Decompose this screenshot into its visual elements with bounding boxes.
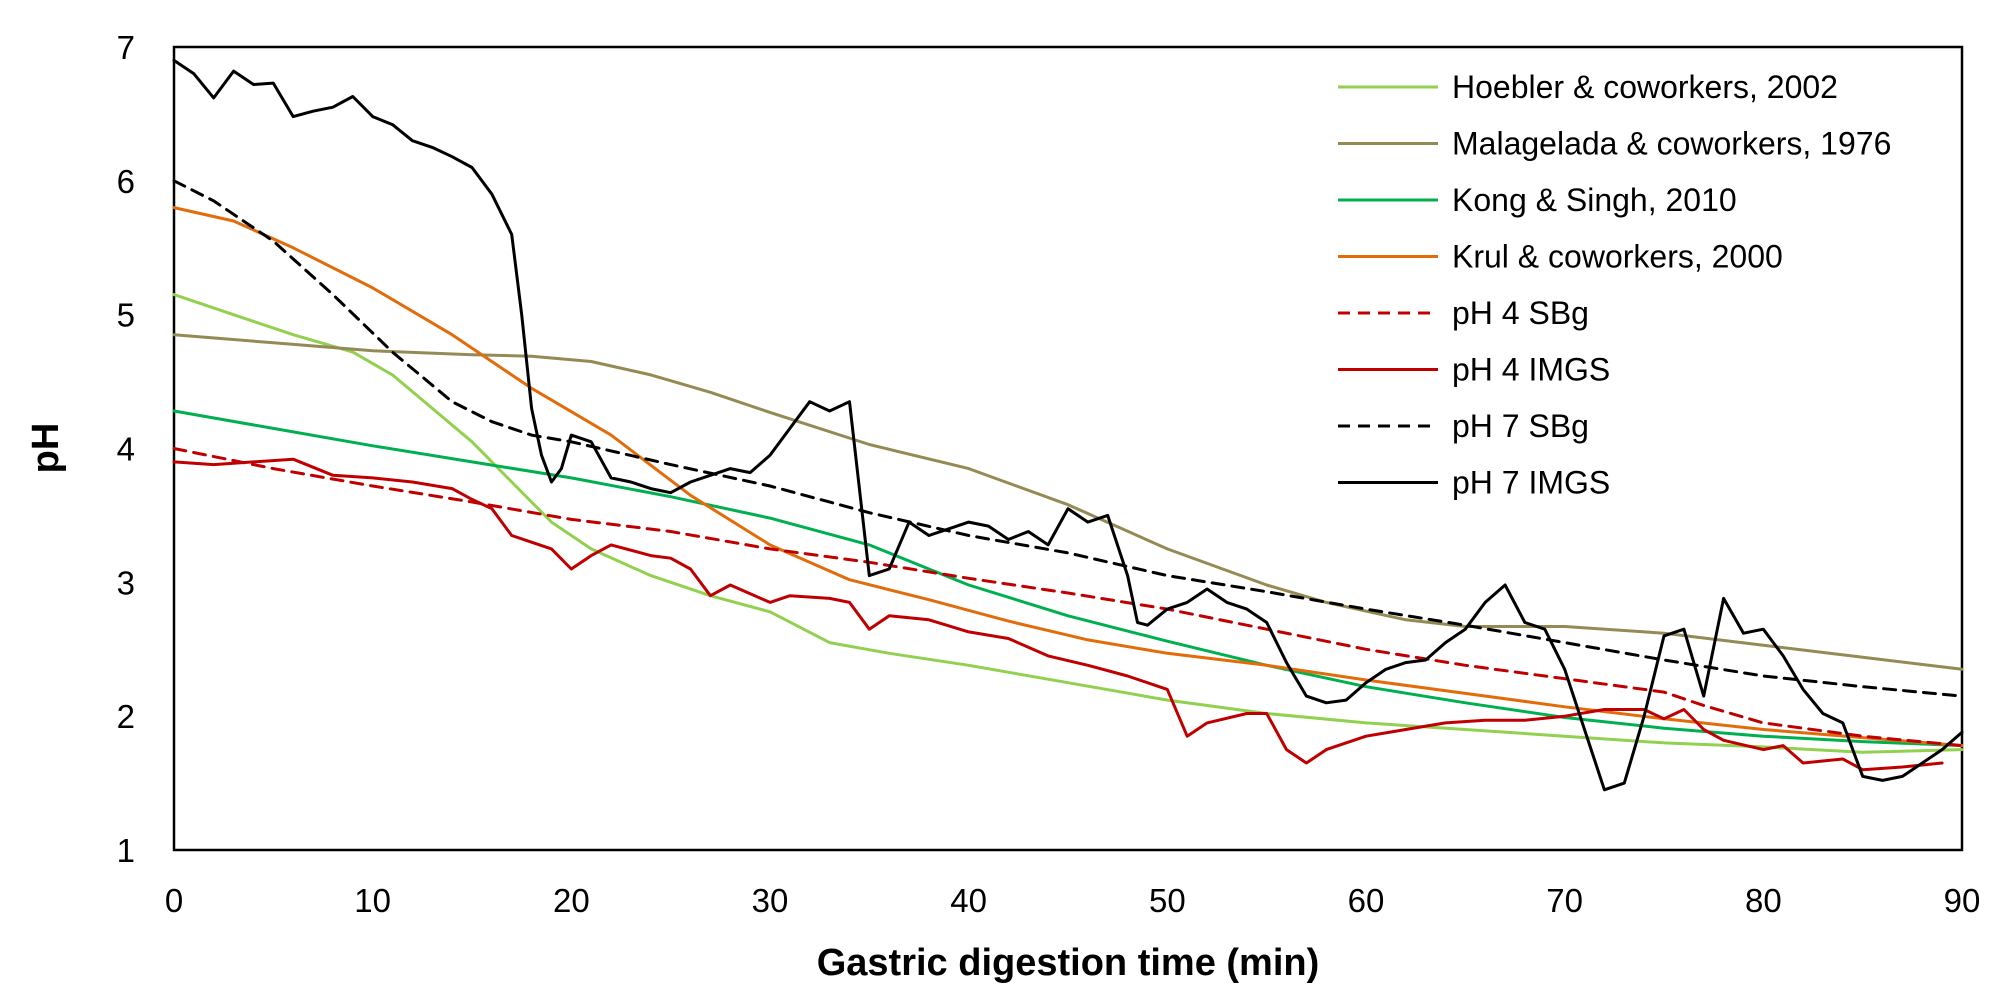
y-tick-label: 4 [117,431,135,468]
x-tick-label: 90 [1944,882,1981,919]
series-line-2 [172,333,1964,671]
series-line-4 [172,206,1964,748]
x-tick-label: 20 [553,882,590,919]
x-tick-label: 60 [1348,882,1385,919]
legend-label-4: Krul & coworkers, 2000 [1452,239,1783,275]
series-line-3 [172,409,1964,748]
series-layer [172,58,1964,792]
legend-label-6: pH 4 IMGS [1452,352,1610,388]
legend-label-3: Kong & Singh, 2010 [1452,182,1737,218]
legend-label-7: pH 7 SBg [1452,408,1589,444]
y-tick-label: 3 [117,564,135,601]
x-tick-label: 40 [950,882,987,919]
legend-label-8: pH 7 IMGS [1452,465,1610,501]
x-axis-title: Gastric digestion time (min) [817,942,1320,984]
legend-label-1: Hoebler & coworkers, 2002 [1452,69,1838,105]
y-tick-label: 2 [117,698,135,735]
legend-label-5: pH 4 SBg [1452,295,1589,331]
x-tick-label: 50 [1149,882,1186,919]
series-line-8 [172,58,1964,792]
x-tick-label: 70 [1546,882,1583,919]
y-tick-label: 6 [117,163,135,200]
tick-layer: 0 10 20 30 40 50 60 70 80 90 1 2 3 4 5 6 7 [117,29,1981,919]
series-line-7 [172,179,1964,698]
x-tick-label: 30 [752,882,789,919]
y-tick-label: 5 [117,297,135,334]
x-tick-label: 0 [165,882,183,919]
legend-label-2: Malagelada & coworkers, 1976 [1452,126,1891,162]
legend: Hoebler & coworkers, 2002 Malagelada & co… [1338,69,1891,501]
y-tick-label: 7 [117,29,135,66]
series-line-1 [172,293,1964,754]
series-line-6 [172,457,1944,772]
y-tick-label: 1 [117,832,135,869]
x-tick-label: 10 [354,882,391,919]
y-axis-title: pH [25,423,67,474]
x-tick-label: 80 [1745,882,1782,919]
series-line-5 [172,447,1964,748]
